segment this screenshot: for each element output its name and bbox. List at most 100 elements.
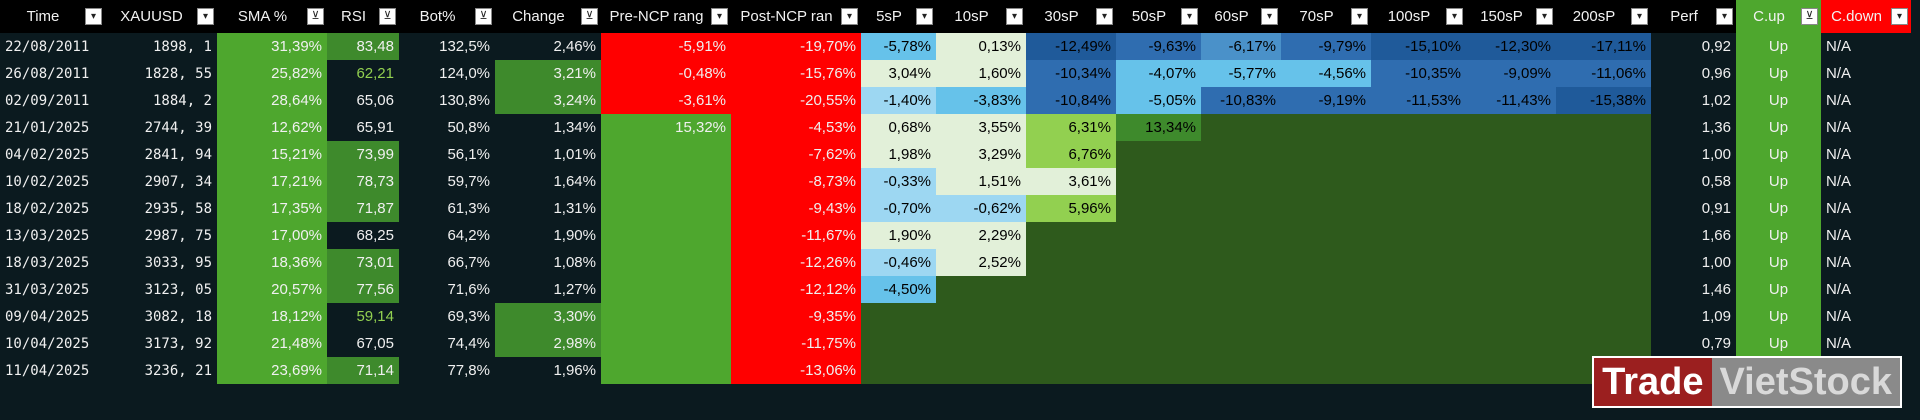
cell-pre[interactable]: -5,91% — [601, 33, 731, 60]
cell-bot[interactable]: 50,8% — [399, 114, 495, 141]
cell-cdown[interactable]: N/A — [1821, 249, 1911, 276]
cell-s5[interactable] — [861, 303, 936, 330]
cell-s60[interactable] — [1201, 357, 1281, 384]
cell-xau[interactable]: 3236, 21 — [105, 357, 217, 384]
cell-s5[interactable]: -1,40% — [861, 87, 936, 114]
cell-s100[interactable]: -15,10% — [1371, 33, 1466, 60]
cell-sma[interactable]: 20,57% — [217, 276, 327, 303]
cell-perf[interactable]: 0,92 — [1651, 33, 1736, 60]
cell-s70[interactable] — [1281, 222, 1371, 249]
cell-s30[interactable] — [1026, 357, 1116, 384]
cell-s200[interactable] — [1556, 303, 1651, 330]
cell-rsi[interactable]: 71,14 — [327, 357, 399, 384]
cell-cup[interactable]: Up — [1736, 87, 1821, 114]
cell-post[interactable]: -12,12% — [731, 276, 861, 303]
cell-post[interactable]: -11,67% — [731, 222, 861, 249]
cell-xau[interactable]: 3033, 95 — [105, 249, 217, 276]
cell-s150[interactable]: -11,43% — [1466, 87, 1556, 114]
cell-s30[interactable] — [1026, 249, 1116, 276]
cell-s5[interactable]: -0,70% — [861, 195, 936, 222]
cell-cup[interactable]: Up — [1736, 60, 1821, 87]
cell-xau[interactable]: 3123, 05 — [105, 276, 217, 303]
cell-s60[interactable] — [1201, 168, 1281, 195]
cell-xau[interactable]: 1828, 55 — [105, 60, 217, 87]
cell-bot[interactable]: 61,3% — [399, 195, 495, 222]
cell-s60[interactable]: -10,83% — [1201, 87, 1281, 114]
filter-dropdown-icon[interactable]: ▾ — [1891, 8, 1908, 25]
cell-bot[interactable]: 66,7% — [399, 249, 495, 276]
cell-s150[interactable] — [1466, 222, 1556, 249]
filter-dropdown-icon[interactable]: ▾ — [1261, 8, 1278, 25]
cell-bot[interactable]: 59,7% — [399, 168, 495, 195]
cell-s50[interactable] — [1116, 141, 1201, 168]
cell-change[interactable]: 2,46% — [495, 33, 601, 60]
cell-s30[interactable]: -12,49% — [1026, 33, 1116, 60]
cell-rsi[interactable]: 65,06 — [327, 87, 399, 114]
cell-s200[interactable]: -11,06% — [1556, 60, 1651, 87]
cell-s30[interactable]: 6,31% — [1026, 114, 1116, 141]
cell-rsi[interactable]: 62,21 — [327, 60, 399, 87]
cell-perf[interactable]: 1,00 — [1651, 249, 1736, 276]
cell-bot[interactable]: 64,2% — [399, 222, 495, 249]
cell-s70[interactable] — [1281, 114, 1371, 141]
cell-time[interactable]: 13/03/2025 — [0, 222, 105, 249]
cell-pre[interactable] — [601, 249, 731, 276]
cell-s70[interactable] — [1281, 303, 1371, 330]
cell-s50[interactable] — [1116, 249, 1201, 276]
cell-s200[interactable] — [1556, 168, 1651, 195]
cell-pre[interactable]: -0,48% — [601, 60, 731, 87]
cell-s50[interactable]: -5,05% — [1116, 87, 1201, 114]
column-header-rsi[interactable]: RSI ⊻ — [327, 0, 399, 33]
cell-s100[interactable]: -10,35% — [1371, 60, 1466, 87]
cell-s60[interactable] — [1201, 114, 1281, 141]
cell-pre[interactable] — [601, 222, 731, 249]
cell-s100[interactable]: -11,53% — [1371, 87, 1466, 114]
cell-sma[interactable]: 12,62% — [217, 114, 327, 141]
filter-active-icon[interactable]: ⊻ — [379, 8, 396, 25]
cell-s70[interactable] — [1281, 249, 1371, 276]
cell-s30[interactable]: 5,96% — [1026, 195, 1116, 222]
column-header-s100[interactable]: 100sP ▾ — [1371, 0, 1466, 33]
cell-s200[interactable] — [1556, 222, 1651, 249]
cell-sma[interactable]: 23,69% — [217, 357, 327, 384]
cell-change[interactable]: 1,64% — [495, 168, 601, 195]
cell-rsi[interactable]: 83,48 — [327, 33, 399, 60]
filter-dropdown-icon[interactable]: ▾ — [1631, 8, 1648, 25]
cell-s30[interactable]: 3,61% — [1026, 168, 1116, 195]
cell-s10[interactable] — [936, 276, 1026, 303]
cell-s5[interactable] — [861, 330, 936, 357]
cell-s30[interactable]: -10,84% — [1026, 87, 1116, 114]
cell-post[interactable]: -8,73% — [731, 168, 861, 195]
cell-post[interactable]: -20,55% — [731, 87, 861, 114]
cell-post[interactable]: -4,53% — [731, 114, 861, 141]
filter-dropdown-icon[interactable]: ▾ — [1716, 8, 1733, 25]
cell-bot[interactable]: 130,8% — [399, 87, 495, 114]
cell-xau[interactable]: 3173, 92 — [105, 330, 217, 357]
cell-rsi[interactable]: 77,56 — [327, 276, 399, 303]
cell-s100[interactable] — [1371, 330, 1466, 357]
cell-s100[interactable] — [1371, 357, 1466, 384]
column-header-xau[interactable]: XAUUSD ▾ — [105, 0, 217, 33]
cell-s50[interactable]: -9,63% — [1116, 33, 1201, 60]
cell-xau[interactable]: 2907, 34 — [105, 168, 217, 195]
cell-s100[interactable] — [1371, 303, 1466, 330]
cell-s150[interactable] — [1466, 249, 1556, 276]
filter-dropdown-icon[interactable]: ▾ — [1446, 8, 1463, 25]
cell-cdown[interactable]: N/A — [1821, 87, 1911, 114]
cell-s60[interactable] — [1201, 303, 1281, 330]
cell-post[interactable]: -9,35% — [731, 303, 861, 330]
cell-s150[interactable] — [1466, 114, 1556, 141]
column-header-perf[interactable]: Perf ▾ — [1651, 0, 1736, 33]
cell-rsi[interactable]: 59,14 — [327, 303, 399, 330]
cell-s5[interactable]: -0,33% — [861, 168, 936, 195]
cell-s5[interactable]: -0,46% — [861, 249, 936, 276]
cell-s30[interactable] — [1026, 276, 1116, 303]
cell-rsi[interactable]: 73,99 — [327, 141, 399, 168]
cell-post[interactable]: -12,26% — [731, 249, 861, 276]
column-header-cdown[interactable]: C.down ▾ — [1821, 0, 1911, 33]
cell-s150[interactable] — [1466, 141, 1556, 168]
cell-pre[interactable] — [601, 141, 731, 168]
cell-change[interactable]: 1,08% — [495, 249, 601, 276]
cell-s10[interactable]: -0,62% — [936, 195, 1026, 222]
column-header-s10[interactable]: 10sP ▾ — [936, 0, 1026, 33]
